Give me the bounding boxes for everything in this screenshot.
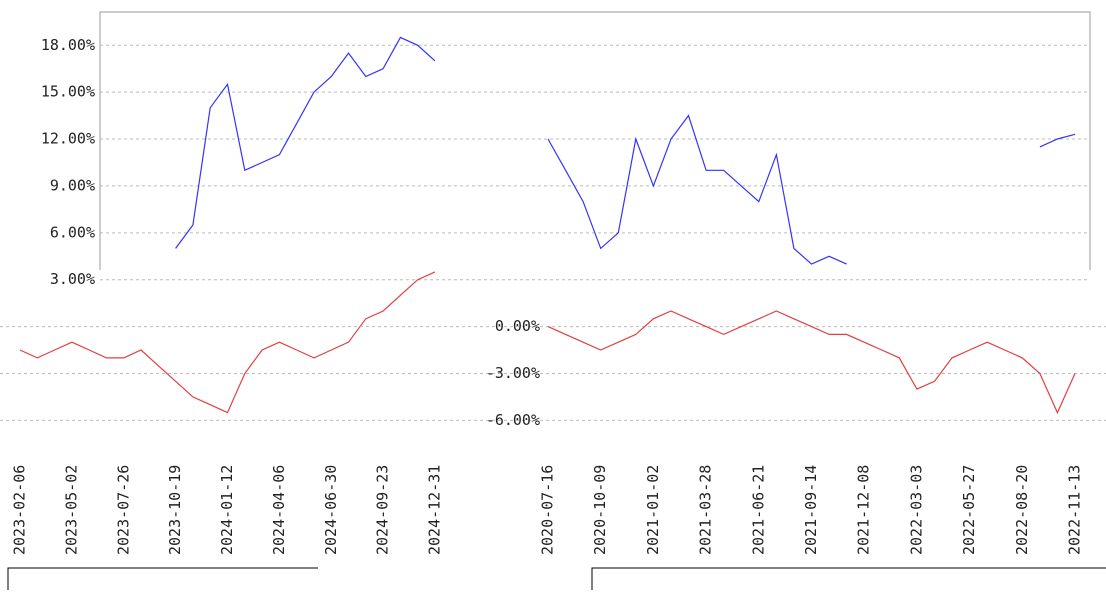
series-line xyxy=(548,311,1075,413)
x-tick-label: 2022-03-03 xyxy=(907,465,925,555)
x-tick-label: 2022-05-27 xyxy=(960,465,978,555)
x-tick-label: 2024-01-12 xyxy=(218,465,236,555)
y-tick-label: 18.00% xyxy=(41,36,95,54)
x-tick-label: 2023-05-02 xyxy=(62,465,80,555)
series-line xyxy=(176,37,435,248)
x-tick-label: 2021-12-08 xyxy=(855,465,873,555)
plot-frame xyxy=(100,12,1090,270)
series-line xyxy=(20,272,435,413)
x-tick-label: 2021-09-14 xyxy=(802,465,820,555)
y-tick-label: 3.00% xyxy=(50,270,95,288)
x-tick-label: 2021-03-28 xyxy=(697,465,715,555)
x-tick-label: 2021-06-21 xyxy=(749,465,767,555)
x-tick-label: 2023-10-19 xyxy=(166,465,184,555)
series-line xyxy=(1040,134,1075,147)
y-tick-label: 6.00% xyxy=(50,223,95,241)
y-tick-label: 12.00% xyxy=(41,130,95,148)
x-tick-label: 2024-04-06 xyxy=(270,465,288,555)
x-tick-label: 2021-01-02 xyxy=(644,465,662,555)
y-tick-label: 0.00% xyxy=(495,317,540,335)
chart: 3.00% 6.00% 9.00% 12.00% 15.00% 18.00% 2023-02… xyxy=(0,0,1106,599)
series-line xyxy=(548,116,847,265)
x-tick-label: 2020-07-16 xyxy=(539,465,557,555)
x-tick-label: 2024-06-30 xyxy=(322,465,340,555)
x-tick-label: 2023-07-26 xyxy=(114,465,132,555)
x-tick-label: 2024-12-31 xyxy=(426,465,444,555)
y-tick-label: 9.00% xyxy=(50,176,95,194)
y-tick-label: 15.00% xyxy=(41,83,95,101)
x-tick-label: 2022-08-20 xyxy=(1013,465,1031,555)
x-tick-label: 2020-10-09 xyxy=(591,465,609,555)
x-tick-label: 2023-02-06 xyxy=(11,465,29,555)
y-tick-label: -6.00% xyxy=(486,411,540,429)
y-tick-label: -3.00% xyxy=(486,364,540,382)
x-tick-label: 2022-11-13 xyxy=(1066,465,1084,555)
x-tick-label: 2024-09-23 xyxy=(374,465,392,555)
legend-box-right xyxy=(592,568,1106,590)
legend-box-left xyxy=(8,568,318,590)
